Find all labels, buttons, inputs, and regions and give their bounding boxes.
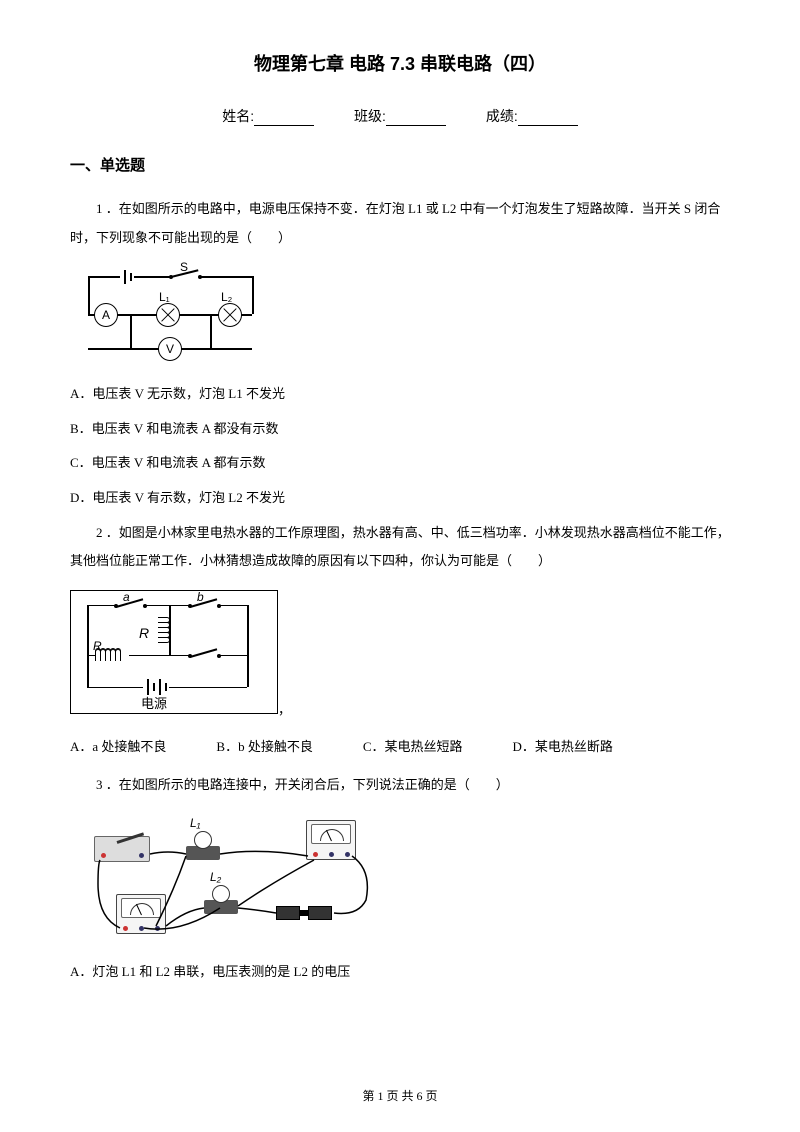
q2-label-b: b xyxy=(197,590,204,604)
q3-stem: 3 ．在如图所示的电路连接中，开关闭合后，下列说法正确的是（ ） xyxy=(70,771,730,800)
q3-figure: L₁ L₂ xyxy=(90,814,730,944)
score-label: 成绩: xyxy=(486,108,518,124)
q2-options: A．a 处接触不良 B．b 处接触不良 C．某电热丝短路 D．某电热丝断路 xyxy=(70,733,730,762)
q1-opt-c: C．电压表 V 和电流表 A 都有示数 xyxy=(70,449,730,478)
score-blank xyxy=(518,112,578,126)
q1-ammeter: A xyxy=(94,303,118,327)
q1-lamp1 xyxy=(156,303,180,327)
student-info-row: 姓名: 班级: 成绩: xyxy=(70,106,730,126)
q2-label-src: 电源 xyxy=(141,693,167,712)
page-title: 物理第七章 电路 7.3 串联电路（四） xyxy=(70,50,730,76)
q2-label-r: R xyxy=(139,625,149,641)
name-blank xyxy=(254,112,314,126)
q2-opt-b: B．b 处接触不良 xyxy=(216,733,312,762)
q2-opt-d: D．某电热丝断路 xyxy=(513,733,613,762)
page-footer: 第 1 页 共 6 页 xyxy=(0,1087,800,1104)
q1-figure: S A L₁ L₂ V xyxy=(70,266,730,366)
class-label: 班级: xyxy=(354,108,386,124)
q1-opt-b: B．电压表 V 和电流表 A 都没有示数 xyxy=(70,415,730,444)
q3-opt-a: A．灯泡 L1 和 L2 串联，电压表测的是 L2 的电压 xyxy=(70,958,730,987)
name-label: 姓名: xyxy=(222,108,254,124)
section-heading: 一、单选题 xyxy=(70,154,730,175)
q2-opt-c: C．某电热丝短路 xyxy=(363,733,463,762)
q2-label-a: a xyxy=(123,590,130,604)
q1-voltmeter: V xyxy=(158,337,182,361)
q1-label-s: S xyxy=(180,260,188,274)
q2-figure: a b R R xyxy=(70,590,730,719)
class-blank xyxy=(386,112,446,126)
q1-label-l2: L₂ xyxy=(221,290,232,304)
q2-opt-a: A．a 处接触不良 xyxy=(70,733,166,762)
q1-opt-d: D．电压表 V 有示数，灯泡 L2 不发光 xyxy=(70,484,730,513)
q1-opt-a: A．电压表 V 无示数，灯泡 L1 不发光 xyxy=(70,380,730,409)
q1-stem: 1 ．在如图所示的电路中，电源电压保持不变．在灯泡 L1 或 L2 中有一个灯泡… xyxy=(70,195,730,252)
q1-label-l1: L₁ xyxy=(159,290,170,304)
q2-stem: 2 ．如图是小林家里电热水器的工作原理图，热水器有高、中、低三档功率．小林发现热… xyxy=(70,519,730,576)
q1-lamp2 xyxy=(218,303,242,327)
